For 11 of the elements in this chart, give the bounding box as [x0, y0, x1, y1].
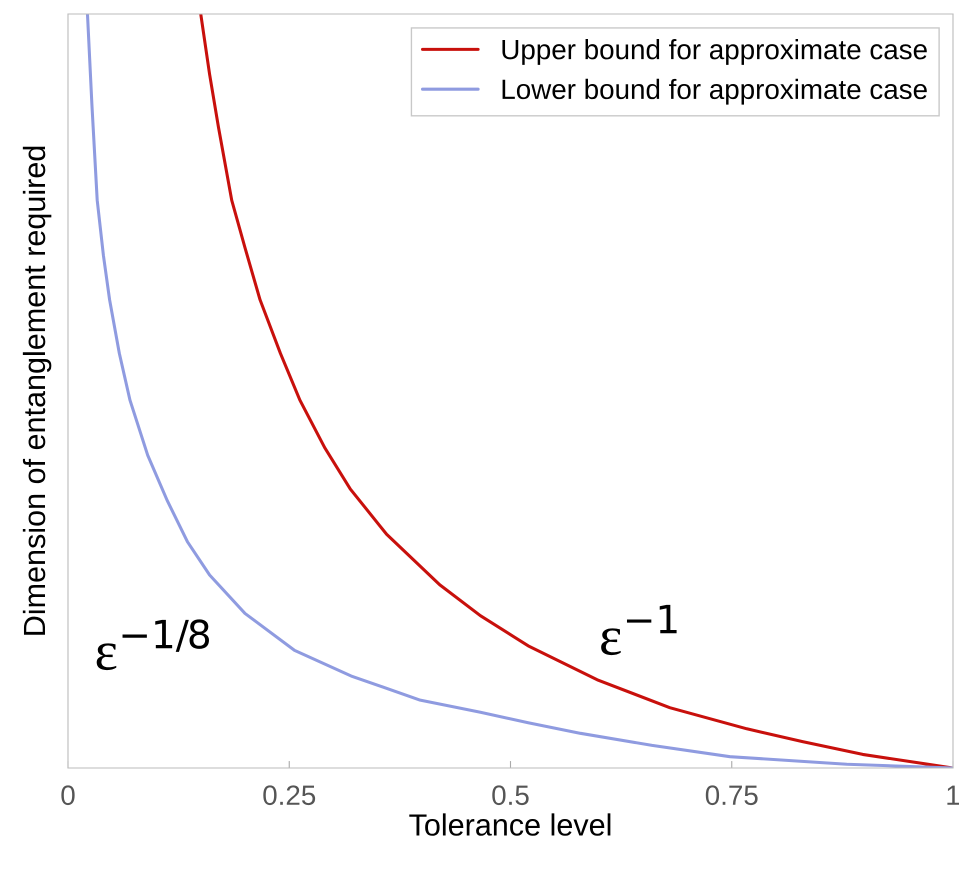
annotation: ε$^{−1/8}$	[96, 619, 209, 670]
legend-label: Lower bound for approximate case	[502, 78, 927, 105]
x-tick-label: 0.75	[706, 785, 758, 806]
x-tick-label: 0.5	[492, 785, 529, 806]
annotation: ε$^{−1}$	[601, 604, 677, 656]
y-axis-title: Dimension of entanglement required	[22, 146, 52, 635]
x-tick-label: 0	[61, 785, 75, 806]
x-tick-label: 1	[947, 786, 959, 805]
x-tick-label: 0.25	[263, 785, 316, 806]
x-axis-title: Tolerance level	[409, 813, 610, 836]
legend-label: Upper bound for approximate case	[502, 39, 927, 65]
